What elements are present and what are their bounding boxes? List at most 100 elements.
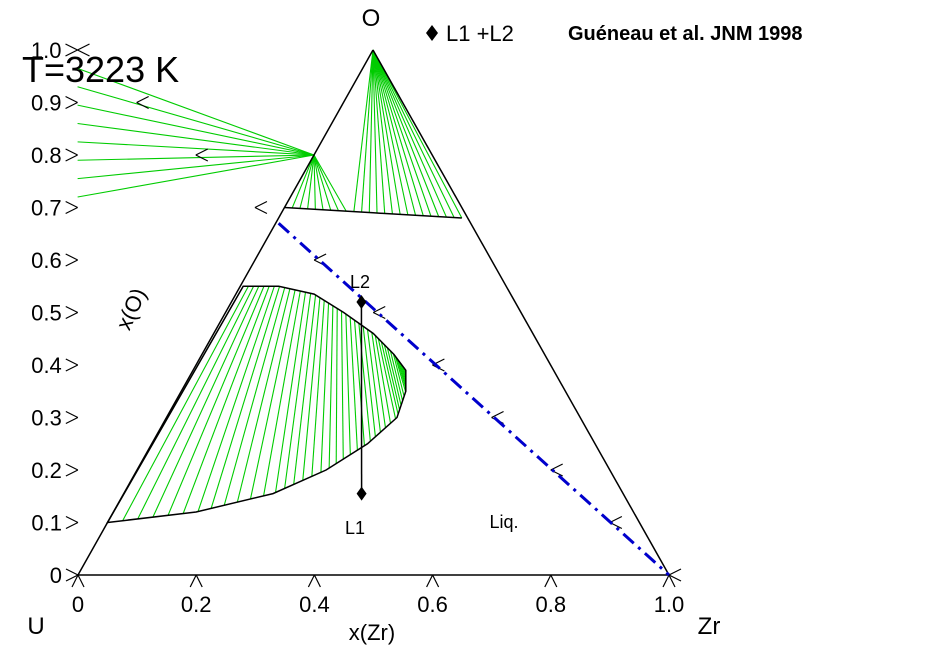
tick-bottom xyxy=(195,574,203,588)
tie-line xyxy=(361,49,374,213)
tick-left xyxy=(65,364,79,372)
tick-left xyxy=(65,521,79,530)
tie-line xyxy=(328,305,334,469)
tie-line xyxy=(362,326,376,437)
corner-label-zr: Zr xyxy=(698,613,721,640)
y-tick-label: 0.3 xyxy=(31,406,62,431)
lower-gap-boundary xyxy=(106,285,407,524)
tick-left xyxy=(65,154,78,162)
tie-line xyxy=(400,363,407,382)
tie-line xyxy=(77,122,315,156)
tick-right xyxy=(254,200,268,209)
tie-line xyxy=(320,303,330,473)
x-tick-labels: 0 0.2 0.4 0.6 0.8 1.0 xyxy=(72,592,684,617)
tick-left xyxy=(65,574,79,582)
tie-line xyxy=(372,49,463,219)
tie-line xyxy=(307,154,315,209)
corner-label-o: O xyxy=(362,5,381,32)
tick-left xyxy=(65,463,79,471)
tie-line xyxy=(368,49,374,213)
tie-line xyxy=(398,360,407,385)
x-tick-label: 0.4 xyxy=(299,592,330,617)
tie-line xyxy=(371,332,387,428)
tie-line xyxy=(372,49,424,216)
upper-gap-boundary xyxy=(284,206,462,219)
tie-line xyxy=(396,358,407,389)
tick-bottom xyxy=(432,574,440,588)
region-label-l2: L2 xyxy=(350,272,370,292)
tie-line xyxy=(182,286,270,514)
tie-line xyxy=(77,154,315,161)
tick-right xyxy=(77,43,90,51)
tick-bottom xyxy=(544,574,552,588)
tick-right xyxy=(254,206,268,215)
corner-label-u: U xyxy=(27,613,44,640)
tie-line xyxy=(345,314,351,455)
tie-line xyxy=(77,104,315,156)
tie-line xyxy=(311,300,325,477)
x-tick-label: 0.8 xyxy=(536,592,567,617)
tie-line xyxy=(122,285,249,521)
tick-right xyxy=(668,574,682,582)
tick-left xyxy=(65,95,78,104)
tick-left xyxy=(65,200,78,209)
tick-bottom xyxy=(307,574,315,588)
tie-line xyxy=(372,49,417,216)
tie-line xyxy=(77,141,315,156)
x-tick-label: 0.6 xyxy=(417,592,448,617)
tie-line xyxy=(236,288,291,503)
tick-bottom xyxy=(77,574,85,588)
tie-line xyxy=(263,290,301,496)
experimental-point-l1 xyxy=(356,486,367,501)
tie-line xyxy=(366,329,381,433)
tie-line xyxy=(353,320,365,446)
tie-line xyxy=(340,311,344,460)
tie-line xyxy=(275,292,307,493)
tie-line xyxy=(313,154,316,210)
y-tick-label: 0.9 xyxy=(31,91,62,116)
tick-left xyxy=(65,358,79,366)
tie-line xyxy=(313,154,339,211)
x-tick-label: 0.2 xyxy=(181,592,212,617)
tie-line xyxy=(349,317,358,451)
tie-line xyxy=(372,49,432,217)
tick-right xyxy=(136,95,149,104)
axis-side-o-zr xyxy=(372,49,670,576)
legend-label: L1 +L2 xyxy=(446,21,514,46)
tie-line xyxy=(302,297,321,481)
tick-left xyxy=(65,416,79,425)
tie-line xyxy=(372,49,378,213)
region-label-liq: Liq. xyxy=(489,512,518,532)
tick-left xyxy=(65,101,78,110)
tick-left xyxy=(65,568,79,576)
tie-line xyxy=(372,49,440,217)
y-tick-label: 0.5 xyxy=(31,301,62,326)
tie-line xyxy=(167,286,265,516)
tie-line xyxy=(389,350,404,401)
tie-line xyxy=(223,287,286,506)
y-tick-label: 0 xyxy=(50,563,62,588)
tick-left xyxy=(65,311,79,320)
tie-line xyxy=(284,293,312,489)
tie-line xyxy=(353,49,374,212)
tick-left xyxy=(65,469,79,477)
tie-line xyxy=(394,356,407,393)
y-tick-label: 1.0 xyxy=(31,38,62,63)
tie-line xyxy=(386,347,402,406)
tie-line xyxy=(313,154,347,212)
tick-bottom xyxy=(71,574,79,588)
tie-line xyxy=(152,286,260,518)
y-tick-labels: 0 0.1 0.2 0.3 0.4 0.5 0.6 0.7 0.8 0.9 1.0 xyxy=(31,38,62,588)
tick-right xyxy=(668,568,682,576)
tie-line xyxy=(372,49,401,215)
tick-bottom xyxy=(662,574,670,588)
tick-bottom xyxy=(313,574,321,588)
tick-left xyxy=(65,410,79,419)
tie-line xyxy=(249,289,296,500)
tie-line xyxy=(313,154,324,210)
tie-line xyxy=(335,308,338,464)
tie-line xyxy=(372,49,409,215)
chart-title: T=3223 K xyxy=(22,49,179,90)
tie-line xyxy=(372,49,393,214)
